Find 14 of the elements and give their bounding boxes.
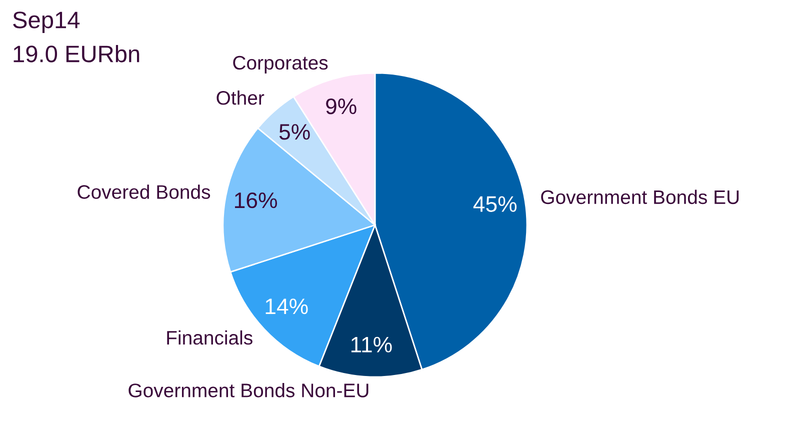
data-label: 9% <box>326 98 356 114</box>
slice-label: Government Bonds EU <box>541 190 739 204</box>
data-label: 14% <box>266 298 308 314</box>
data-label: 11% <box>351 336 392 352</box>
chart-title: Sep14 <box>13 12 80 34</box>
data-label: 45% <box>473 196 517 212</box>
data-label: 5% <box>279 124 310 140</box>
slice-label: Other <box>216 90 264 105</box>
slice-label: Financials <box>167 330 252 345</box>
chart-subtitle: 19.0 EURbn <box>14 44 140 62</box>
slice-label: Government Bonds Non-EU <box>128 383 368 398</box>
data-label: 16% <box>235 192 278 208</box>
slice-label: Corporates <box>233 56 328 74</box>
slice-label: Covered Bonds <box>78 184 210 199</box>
